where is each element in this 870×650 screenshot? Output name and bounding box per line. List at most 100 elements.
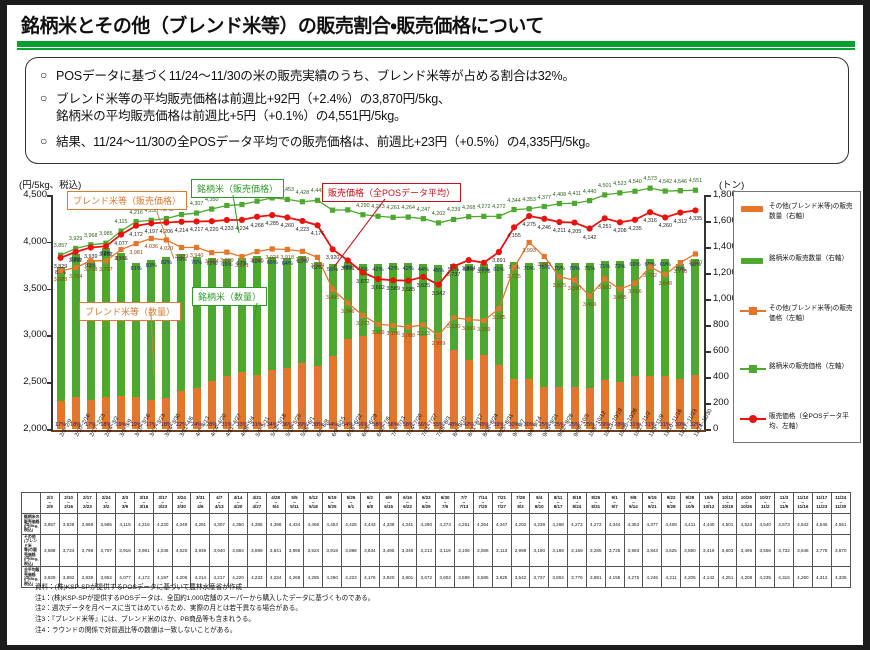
left-tick-label: 4,000 [23, 235, 47, 247]
data-point [601, 215, 608, 222]
table-cell: 4,248 [171, 513, 192, 535]
table-col-header: 6/16 ~6/22 [397, 492, 418, 514]
table-col-header: 8/4 ~8/10 [529, 492, 550, 514]
legend-item[interactable]: その他(ブレンド米等)の販売数量（右軸） [740, 202, 858, 222]
bullet-marker: ○ [40, 134, 48, 148]
stacked-bar [343, 261, 352, 429]
table-cell: 4,341 [397, 513, 418, 535]
data-point [692, 187, 699, 193]
table-cell: 3,495 [378, 533, 399, 568]
bar-segment-brand [585, 263, 594, 388]
legend-item[interactable]: 銘柄米の販売数量（右軸） [740, 254, 858, 267]
data-point [178, 244, 185, 251]
bar-segment-brand [540, 261, 549, 388]
point-value-label: 4,453 [280, 187, 295, 194]
data-point [269, 246, 275, 252]
stacked-bar [449, 264, 458, 429]
point-value-label: 4,115 [114, 219, 128, 226]
data-point [390, 322, 396, 329]
bar-pct-blend: 31% [644, 422, 656, 428]
table-cell: 4,316 [774, 566, 794, 589]
chart-legend: その他(ブレンド米等)の販売数量（右軸） 銘柄米の販売数量（右軸） その他(ブレンド… [733, 191, 861, 443]
bar-pct-brand: 70% [674, 266, 686, 273]
table-cell: 4,453 [322, 513, 343, 535]
data-point [602, 276, 608, 282]
left-tick-label: 3,500 [23, 282, 47, 294]
right-axis-unit: (トン) [719, 180, 745, 191]
data-point [208, 218, 215, 225]
bar-pct-brand: 69% [629, 262, 641, 269]
point-value-label: 3,993 [522, 248, 536, 255]
legend-item[interactable]: その他(ブレンド米等)の販売価格（左軸） [740, 304, 858, 324]
table-cell: 3,778 [811, 533, 832, 568]
table-cell: 2,999 [510, 533, 531, 568]
data-point [178, 218, 185, 225]
point-value-label: 3,898 [295, 257, 310, 264]
right-tick-label: 0 [713, 423, 719, 434]
point-value-label: 4,020 [159, 245, 174, 252]
data-point [480, 259, 487, 266]
table-cell: 3,190 [529, 533, 550, 568]
data-point [330, 207, 336, 213]
table-cell: 3,804 [548, 566, 569, 589]
data-point [435, 281, 442, 288]
table-cell: 3,602 [435, 566, 456, 589]
table-col-header: 4/14 ~4/20 [228, 492, 248, 514]
bar-pct-brand: 72% [614, 264, 626, 271]
bullet-marker: ○ [40, 91, 48, 105]
bar-segment-brand [570, 262, 579, 388]
point-value-label: 3,169 [461, 325, 476, 332]
point-value-label: 4,211 [552, 228, 566, 235]
stacked-bar [600, 260, 609, 429]
table-cell: 3,884 [228, 533, 248, 568]
data-point [511, 264, 517, 271]
data-point [496, 213, 502, 219]
point-value-label: 3,857 [53, 243, 68, 250]
bar-pct-blend: 19% [130, 422, 142, 428]
point-value-label: 4,316 [643, 218, 657, 225]
stacked-bar [86, 260, 95, 429]
point-value-label: 4,272 [477, 204, 491, 211]
data-point [133, 240, 139, 247]
bar-segment-blend [343, 338, 352, 429]
bar-segment-brand [117, 253, 126, 396]
table-cell: 4,239 [529, 513, 550, 535]
stacked-bar [71, 253, 80, 429]
left-axis-line [51, 195, 53, 431]
table-cell: 4,142 [698, 566, 719, 589]
table-col-header: 10/6 ~10/12 [698, 492, 719, 514]
data-point [314, 222, 321, 229]
data-point [662, 214, 669, 221]
legend-item[interactable]: 銘柄米の販売価格（左軸） [740, 362, 858, 375]
table-cell: 4,434 [284, 513, 305, 535]
point-value-label: 4,233 [220, 225, 234, 232]
point-value-label: 3,625 [416, 282, 431, 289]
table-cell: 3,891 [585, 566, 606, 589]
table-cell: 3,603 [717, 533, 738, 568]
legend-item[interactable]: 販売価格（全POSデータ平均、左軸） [740, 412, 858, 432]
bullet-text: 結果、11/24～11/30の全POSデータ平均での販売価格は、前週比+23円（… [56, 135, 598, 149]
data-point [495, 248, 503, 256]
table-col-header: 2/3 ~2/9 [39, 492, 60, 514]
point-value-label: 3,981 [129, 249, 143, 256]
table-row: その他(ブレンド米 等)の販売価格 (円/5kg、税込) 3,688 3,724 3,79… [21, 533, 852, 568]
bar-segment-blend [449, 349, 458, 429]
bar-segment-blend [510, 378, 519, 429]
bar-segment-brand [464, 263, 473, 360]
table-row: 銘柄米の販売価格 (円/5kg、税込) 3,857 3,929 3,968 3,985 4,… [21, 513, 852, 535]
table-col-header: 3/17 ~3/23 [152, 492, 173, 514]
data-point [602, 192, 608, 198]
table-cell: 4,235 [755, 566, 776, 589]
bar-pct-blend: 25% [538, 422, 550, 428]
data-point [420, 273, 427, 280]
point-value-label: 4,239 [446, 207, 461, 214]
table-cell: 3,870 [830, 533, 852, 568]
data-point [390, 277, 397, 284]
chart-plot-area: 83%17%82%18%83%17%82%18%81%19%81%19%83%1… [53, 176, 703, 429]
bar-segment-brand [207, 257, 216, 382]
table-cell: 3,918 [322, 533, 343, 568]
data-point [345, 207, 351, 213]
table-cell: 4,261 [454, 513, 474, 535]
table-cell: 3,732 [774, 533, 794, 568]
legend-label: その他(ブレンド米等)の販売価格（左軸） [769, 305, 853, 323]
